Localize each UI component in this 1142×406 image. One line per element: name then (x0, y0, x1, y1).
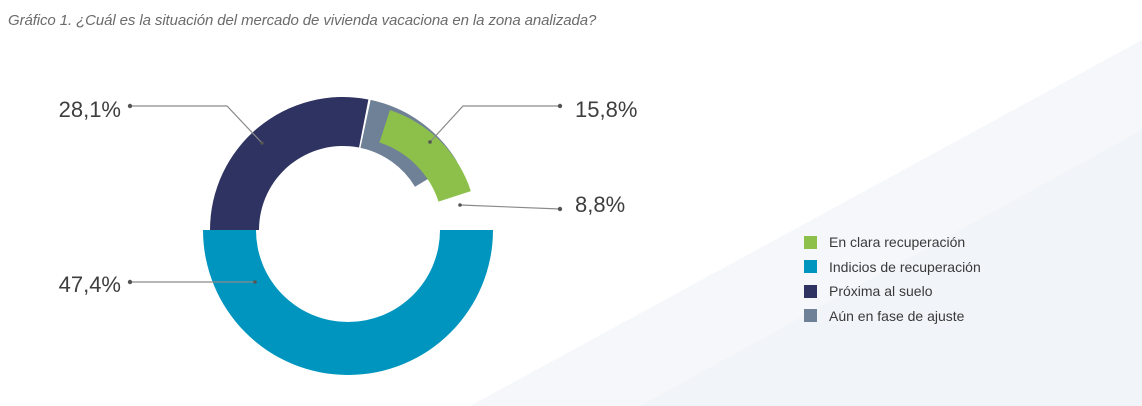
callout-line-en-clara-recuperacion (459, 204, 561, 210)
legend-label: En clara recuperación (829, 234, 966, 251)
callout-dot-inner-en-clara-recuperacion (458, 203, 462, 207)
legend-label: Aún en fase de ajuste (829, 307, 965, 324)
legend-swatch (804, 284, 817, 298)
callout-line-proxima-al-suelo (130, 105, 263, 144)
callout-line-aun-en-fase-de-ajuste (429, 105, 560, 143)
legend-swatch (804, 235, 817, 249)
legend-item-en-clara-recuperacion: En clara recuperación (804, 230, 981, 255)
callout-dot-inner-aun-en-fase-de-ajuste (428, 140, 432, 144)
data-label-aun-en-fase-de-ajuste: 15,8% (575, 97, 637, 122)
data-label-indicios-de-recuperacion: 47,4% (59, 272, 121, 297)
chart-title: Gráfico 1. ¿Cuál es la situación del mer… (8, 12, 597, 29)
legend-item-indicios-de-recuperacion: Indicios de recuperación (804, 255, 981, 280)
legend-swatch (804, 309, 817, 323)
donut-slice-proxima-al-suelo (210, 97, 369, 230)
legend-label: Próxima al suelo (829, 283, 933, 300)
legend-swatch (804, 260, 817, 274)
callout-dot-outer-proxima-al-suelo (127, 103, 133, 109)
callout-dot-outer-indicios-de-recuperacion (127, 279, 133, 285)
callout-dot-inner-indicios-de-recuperacion (253, 280, 257, 284)
data-label-en-clara-recuperacion: 8,8% (575, 192, 625, 217)
callout-dot-outer-en-clara-recuperacion (557, 206, 563, 212)
donut-slice-en-clara-recuperacion (379, 110, 471, 202)
donut-slice-indicios-de-recuperacion (203, 230, 493, 375)
legend-label: Indicios de recuperación (829, 258, 981, 275)
data-label-proxima-al-suelo: 28,1% (59, 97, 121, 122)
legend: En clara recuperación Indicios de recupe… (804, 230, 981, 328)
callout-dot-outer-aun-en-fase-de-ajuste (557, 103, 563, 109)
legend-item-aun-en-fase-de-ajuste: Aún en fase de ajuste (804, 304, 981, 329)
legend-item-proxima-al-suelo: Próxima al suelo (804, 279, 981, 304)
callout-dot-inner-proxima-al-suelo (260, 141, 264, 145)
